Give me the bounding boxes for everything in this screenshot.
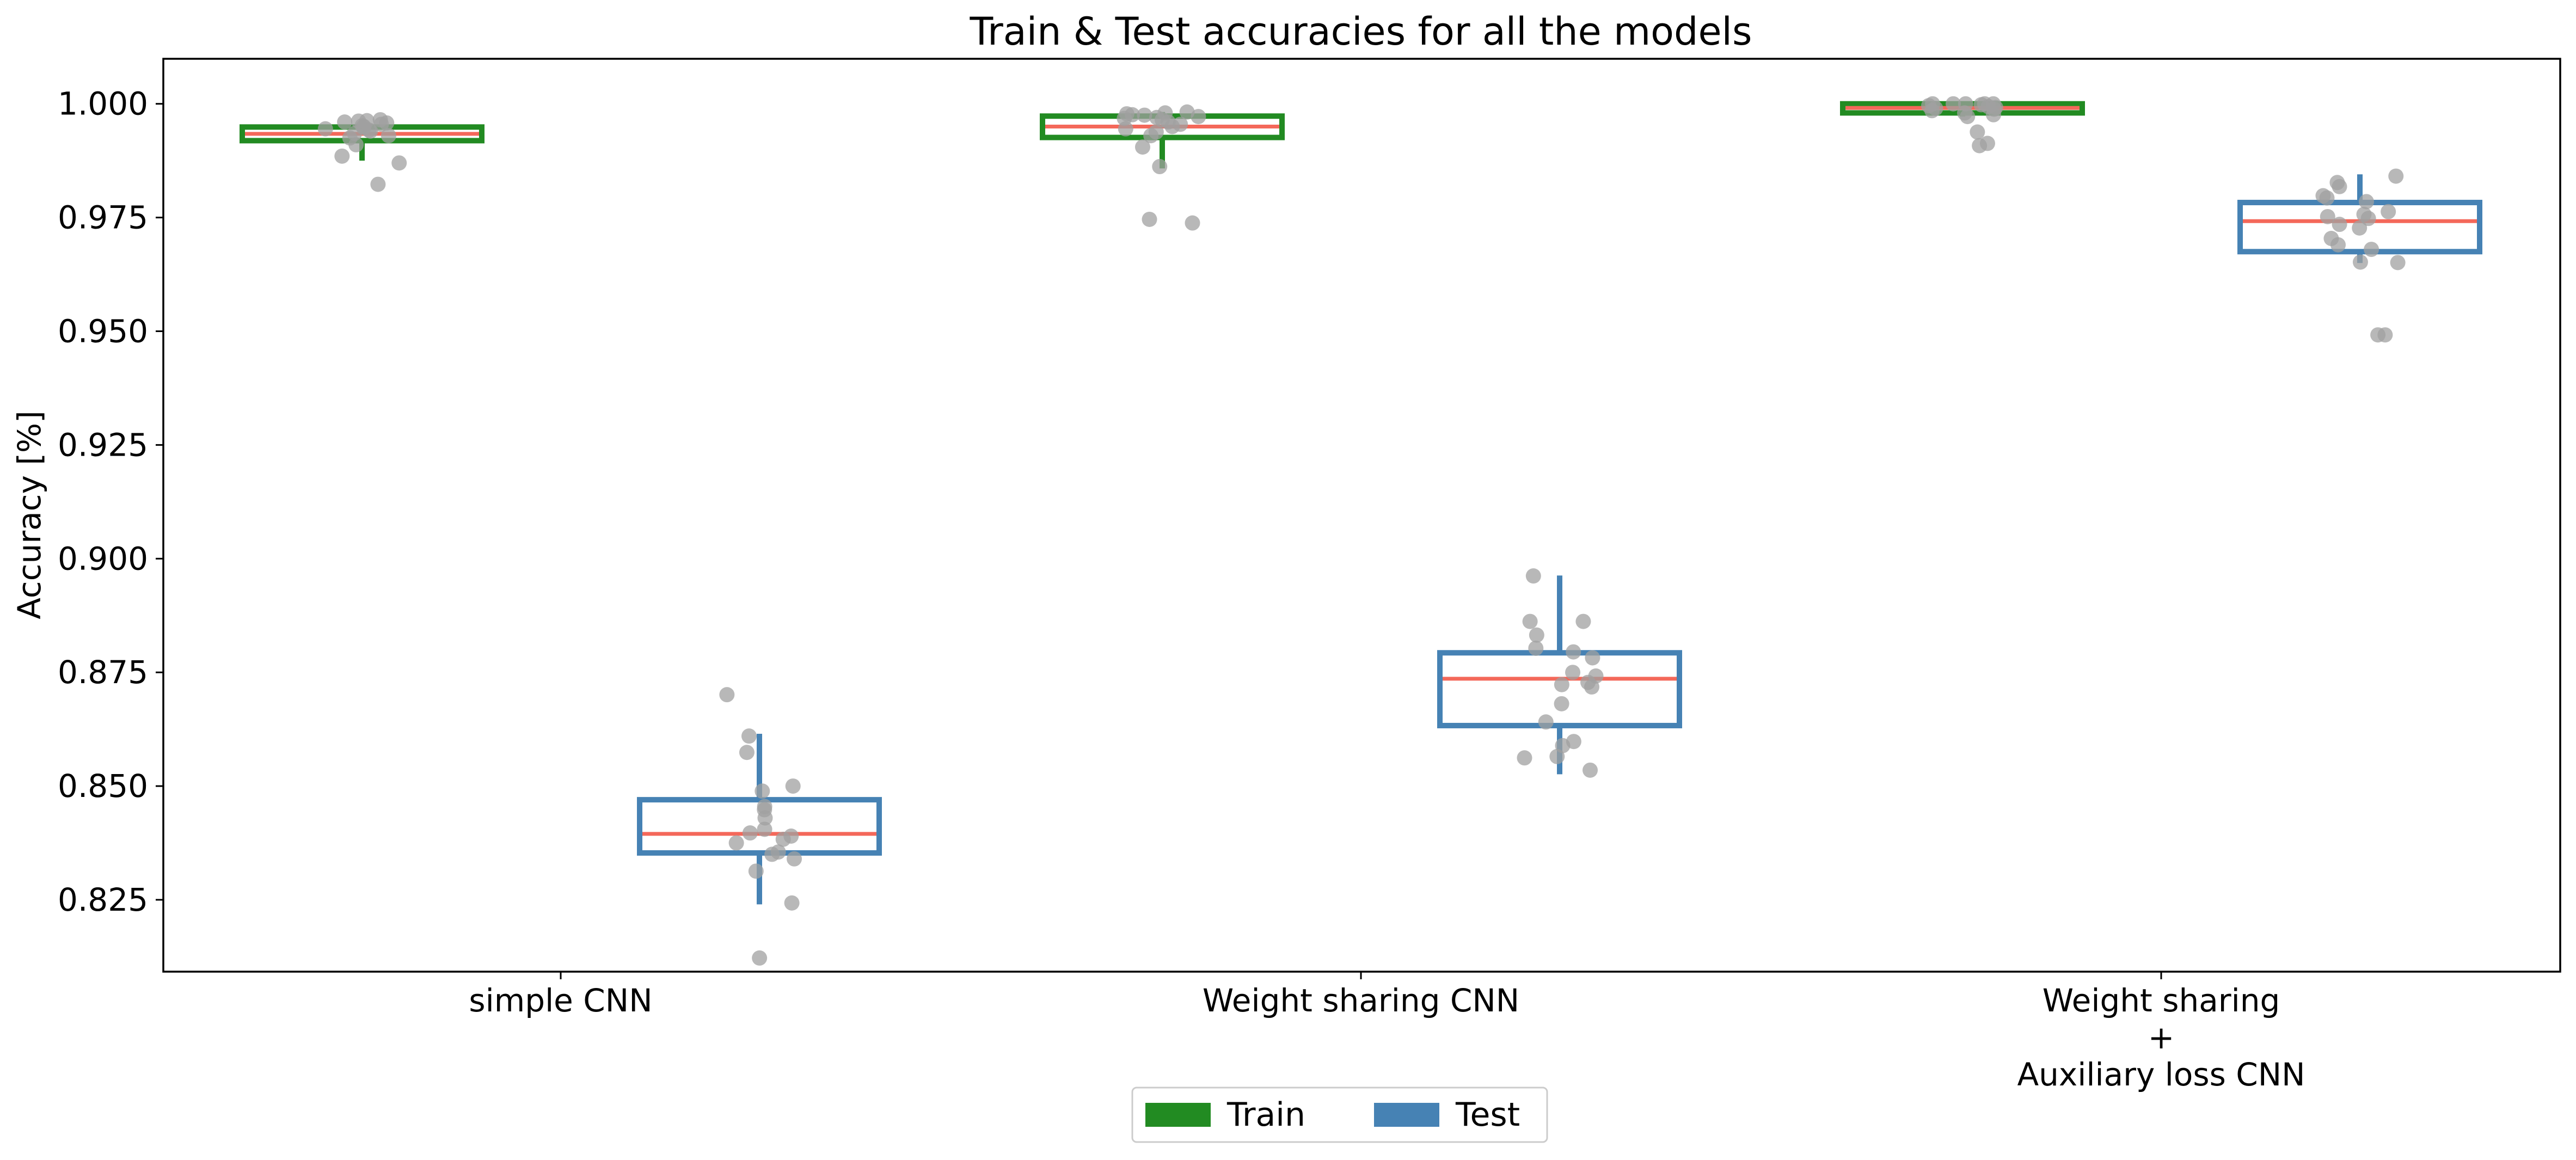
x-tick-label: Auxiliary loss CNN	[2017, 1056, 2305, 1093]
data-point	[2358, 194, 2374, 210]
data-point	[2377, 327, 2393, 343]
data-point	[748, 863, 764, 879]
data-point	[1185, 215, 1200, 231]
box-test-1	[637, 687, 882, 966]
data-point	[1134, 139, 1150, 155]
legend-frame	[1131, 1087, 1548, 1143]
data-point	[787, 851, 802, 867]
data-point	[1528, 640, 1544, 656]
data-point	[1191, 109, 1206, 125]
data-point	[317, 121, 333, 137]
y-axis-label: Accuracy [%]	[11, 410, 48, 619]
data-point	[363, 123, 378, 139]
data-point	[1946, 96, 1961, 112]
data-point	[2330, 237, 2346, 253]
box-iqr	[1437, 650, 1682, 728]
box-train-1	[240, 112, 484, 192]
y-tick-label: 1.000	[58, 85, 148, 122]
data-point	[1522, 613, 1538, 629]
data-point	[2364, 242, 2379, 257]
data-point	[1583, 762, 1598, 778]
data-point	[2388, 168, 2404, 184]
data-point	[742, 825, 758, 841]
data-point	[764, 846, 780, 862]
data-point	[2390, 255, 2406, 271]
y-tick-label: 0.950	[58, 313, 148, 350]
data-point	[1554, 677, 1569, 692]
y-tick-label: 0.975	[58, 199, 148, 236]
data-point	[775, 831, 791, 847]
data-point	[348, 137, 364, 152]
data-point	[2320, 208, 2335, 224]
data-point	[784, 895, 800, 911]
x-tick-label: Weight sharing	[2043, 982, 2280, 1019]
data-point	[370, 176, 386, 192]
data-point	[785, 778, 801, 794]
y-tick-label: 0.925	[58, 426, 148, 463]
data-point	[1970, 124, 1985, 140]
legend-label-train: Train	[1226, 1096, 1305, 1134]
data-point	[1118, 121, 1133, 137]
chart-title: Train & Test accuracies for all the mode…	[970, 9, 1752, 54]
data-point	[1525, 568, 1541, 584]
data-point	[2319, 190, 2335, 206]
data-point	[1960, 109, 1976, 125]
y-tick-label: 0.850	[58, 768, 148, 805]
legend-swatch-train	[1145, 1103, 1211, 1127]
data-point	[1985, 107, 2001, 122]
data-point	[2332, 217, 2347, 232]
data-point	[2381, 204, 2396, 219]
data-point	[334, 148, 350, 164]
data-point	[739, 745, 755, 760]
data-point	[1554, 696, 1569, 711]
data-point	[1143, 128, 1159, 144]
x-tick-label: simple CNN	[469, 982, 652, 1019]
x-tick-label: +	[2148, 1019, 2175, 1056]
data-point	[719, 687, 735, 703]
box-test-2	[1437, 568, 1682, 778]
y-tick-label: 0.875	[58, 654, 148, 691]
data-point	[752, 950, 768, 966]
data-point	[1529, 627, 1544, 643]
data-point	[757, 821, 772, 837]
data-point	[728, 835, 744, 851]
data-point	[1538, 714, 1554, 730]
data-point	[1585, 650, 1600, 666]
data-point	[741, 728, 757, 744]
data-point	[2332, 179, 2347, 194]
data-point	[1924, 103, 1940, 119]
y-tick-label: 0.825	[58, 881, 148, 918]
data-point	[391, 155, 407, 171]
plot-area	[240, 96, 2482, 966]
data-point	[381, 128, 396, 144]
data-point	[755, 783, 770, 799]
data-point	[1584, 679, 1599, 695]
data-point	[1565, 665, 1581, 680]
data-point	[1517, 750, 1532, 766]
box-train-2	[1040, 104, 1285, 231]
data-point	[337, 114, 353, 130]
data-point	[1152, 159, 1168, 175]
box-test-3	[2237, 168, 2482, 343]
data-point	[1549, 748, 1565, 764]
data-point	[1137, 107, 1152, 123]
box-train-3	[1840, 96, 2085, 154]
y-tick-label: 0.900	[58, 540, 148, 577]
data-point	[1142, 211, 1157, 227]
legend-label-test: Test	[1455, 1096, 1520, 1134]
data-point	[2352, 220, 2368, 236]
data-point	[1164, 119, 1180, 134]
x-tick-label: Weight sharing CNN	[1203, 982, 1519, 1019]
data-point	[1566, 644, 1581, 660]
data-point	[1575, 613, 1591, 629]
legend-swatch-test	[1374, 1103, 1439, 1127]
data-point	[2352, 254, 2368, 270]
data-point	[1972, 138, 1988, 154]
box-iqr	[637, 797, 882, 856]
data-point	[2360, 211, 2376, 226]
legend: Train Test	[1131, 1087, 1548, 1143]
data-point	[757, 810, 773, 826]
